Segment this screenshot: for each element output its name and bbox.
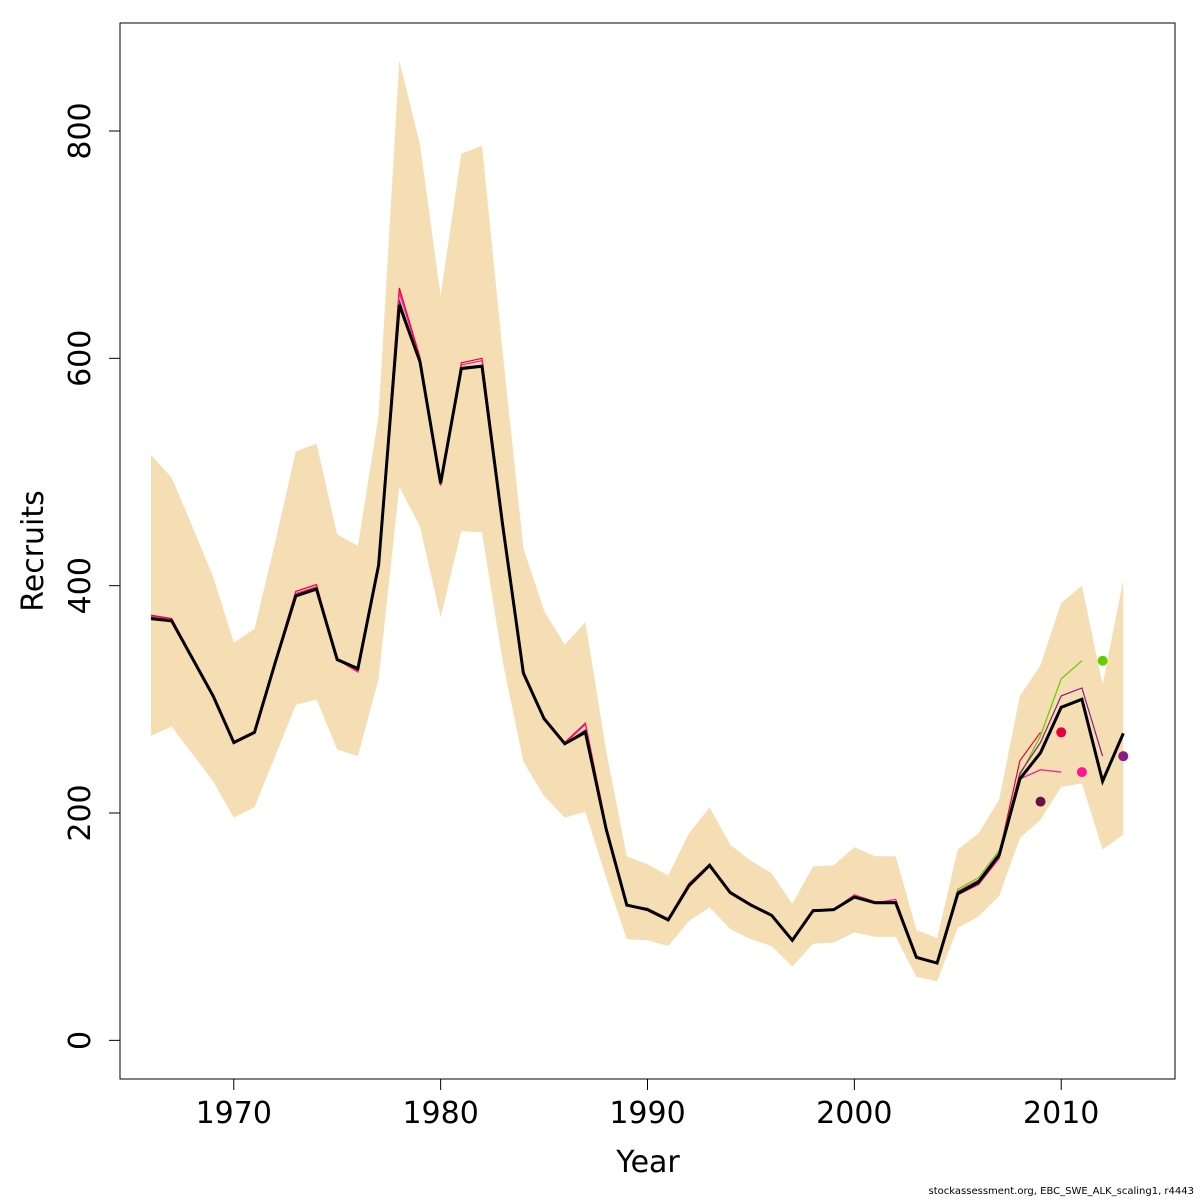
x-axis: 1970 1980 1990 2000 2010 [196,1078,1099,1131]
peel-endpoint-2 [1056,727,1067,738]
x-tick-label: 2000 [816,1096,892,1131]
main-series-line [150,304,1125,965]
y-tick-label: 200 [63,784,98,841]
x-tick-label: 1980 [402,1096,478,1131]
x-tick-label: 1990 [609,1096,685,1131]
source-footer: stockassessment.org, EBC_SWE_ALK_scaling… [928,1186,1194,1197]
y-axis: 0 200 400 600 800 [63,102,121,1050]
peel-endpoint-4 [1097,655,1108,666]
y-tick-label: 600 [63,330,98,387]
y-tick-label: 800 [63,102,98,159]
y-axis-label: Recruits [16,490,51,612]
peel-endpoint-1 [1035,796,1046,807]
confidence-band [151,60,1124,982]
y-tick-label: 0 [63,1031,98,1050]
peel-endpoint-5 [1118,751,1129,762]
peel-endpoint-3 [1076,767,1087,778]
x-axis-label: Year [615,1145,680,1180]
x-tick-label: 2010 [1023,1096,1099,1131]
x-tick-label: 1970 [196,1096,272,1131]
y-tick-label: 400 [63,557,98,614]
